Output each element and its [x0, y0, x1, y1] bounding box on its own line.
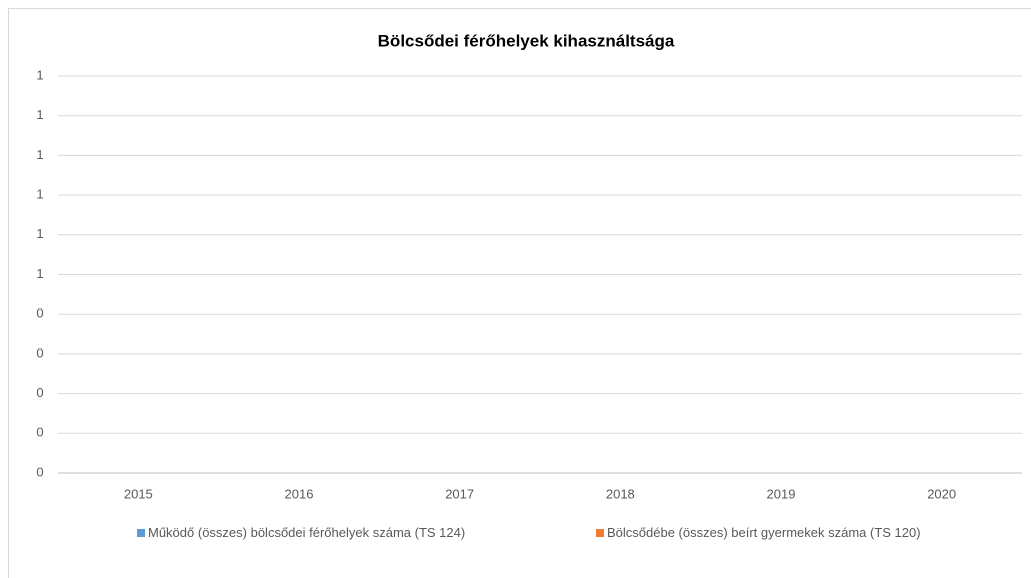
x-tick-label: 2018 [606, 486, 635, 501]
x-tick-label: 2019 [767, 486, 796, 501]
y-tick-label: 1 [36, 187, 43, 202]
y-tick-label: 1 [36, 147, 43, 162]
y-tick-label: 0 [36, 306, 43, 321]
legend-swatch [596, 529, 604, 537]
x-tick-label: 2017 [445, 486, 474, 501]
y-tick-label: 0 [36, 345, 43, 360]
x-tick-label: 2020 [927, 486, 956, 501]
y-tick-label: 1 [36, 107, 43, 122]
x-tick-label: 2016 [285, 486, 314, 501]
y-tick-label: 1 [36, 266, 43, 281]
legend-swatch [137, 529, 145, 537]
y-tick-label: 0 [36, 464, 43, 479]
y-tick-label: 1 [36, 226, 43, 241]
legend-label: Bölcsődébe (összes) beírt gyermekek szám… [607, 525, 921, 540]
y-tick-label: 1 [36, 67, 43, 82]
legend-label: Működő (összes) bölcsődei férőhelyek szá… [148, 525, 466, 540]
y-tick-label: 0 [36, 425, 43, 440]
chart-border [8, 8, 1031, 578]
x-tick-label: 2015 [124, 486, 153, 501]
chart-title: Bölcsődei férőhelyek kihasználtsága [378, 31, 675, 50]
y-tick-label: 0 [36, 385, 43, 400]
